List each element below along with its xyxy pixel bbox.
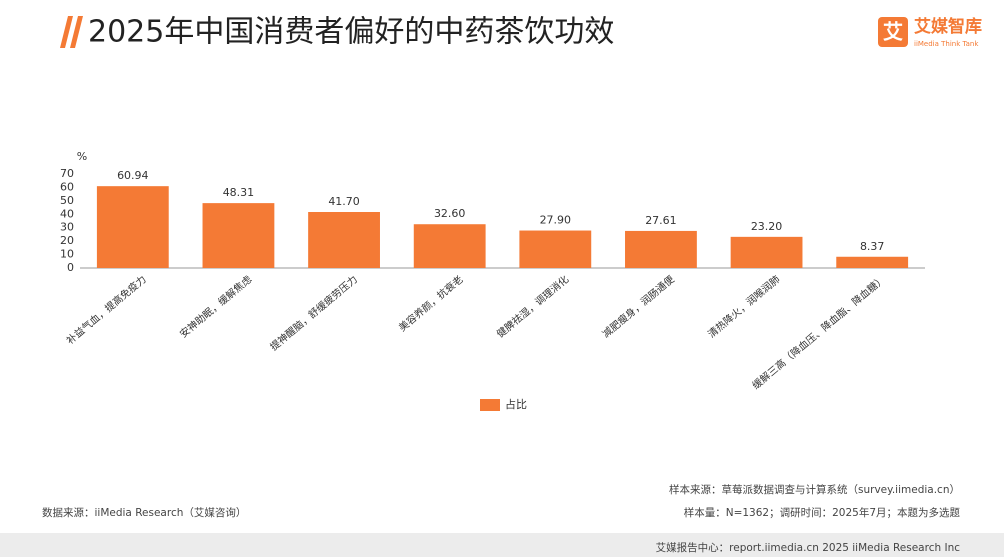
value-label: 48.31: [223, 186, 255, 199]
y-tick-label: 70: [60, 167, 74, 180]
bar: [625, 230, 697, 268]
y-tick-label: 40: [60, 207, 74, 220]
value-label: 32.60: [434, 207, 466, 220]
y-tick-label: 10: [60, 248, 74, 261]
value-label: 23.20: [751, 220, 783, 233]
bar: [730, 236, 803, 268]
value-label: 27.90: [540, 214, 572, 227]
logo-mark: 艾: [883, 20, 903, 44]
y-tick-label: 0: [67, 261, 74, 274]
legend-label: 占比: [505, 397, 527, 411]
value-label: 8.37: [860, 240, 885, 253]
footer-band: [0, 533, 1004, 557]
bar: [202, 203, 275, 268]
title-stripe: [70, 16, 83, 48]
logo-icon: [878, 17, 908, 47]
y-tick-label: 50: [60, 194, 74, 207]
footer-text: 艾媒报告中心：report.iimedia.cn 2025 iiMedia Re…: [656, 541, 961, 554]
bar: [836, 256, 909, 268]
title-stripe: [60, 16, 73, 48]
value-label: 41.70: [328, 195, 360, 208]
y-tick-label: 60: [60, 180, 74, 193]
sample-size: 样本量：N=1362；调研时间：2025年7月；本题为多选题: [684, 506, 961, 519]
legend-swatch: [480, 399, 500, 411]
value-label: 27.61: [645, 214, 677, 227]
bar: [519, 230, 592, 268]
value-label: 60.94: [117, 169, 149, 182]
y-tick-label: 20: [60, 234, 74, 247]
y-unit: %: [77, 150, 87, 163]
bar: [413, 224, 486, 268]
page-title: 2025年中国消费者偏好的中药茶饮功效: [88, 15, 614, 50]
logo-subtext: iiMedia Think Tank: [914, 40, 979, 48]
logo-text: 艾媒智库: [914, 16, 982, 37]
y-tick-label: 30: [60, 221, 74, 234]
bar: [308, 212, 380, 268]
source: 数据来源：iiMedia Research（艾媒咨询）: [42, 506, 246, 519]
sample-source: 样本来源：草莓派数据调查与计算系统（survey.iimedia.cn）: [669, 483, 960, 496]
bar: [96, 186, 169, 268]
